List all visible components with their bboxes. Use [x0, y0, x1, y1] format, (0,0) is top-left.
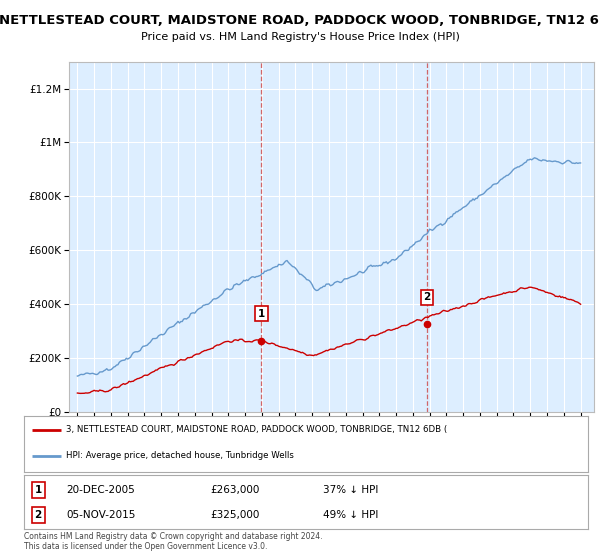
Text: Price paid vs. HM Land Registry's House Price Index (HPI): Price paid vs. HM Land Registry's House … [140, 32, 460, 43]
Text: 2: 2 [34, 510, 42, 520]
Text: Contains HM Land Registry data © Crown copyright and database right 2024.
This d: Contains HM Land Registry data © Crown c… [24, 532, 323, 552]
Text: 3, NETTLESTEAD COURT, MAIDSTONE ROAD, PADDOCK WOOD, TONBRIDGE, TN12 6DB: 3, NETTLESTEAD COURT, MAIDSTONE ROAD, PA… [0, 14, 600, 27]
Text: HPI: Average price, detached house, Tunbridge Wells: HPI: Average price, detached house, Tunb… [66, 451, 294, 460]
Text: 37% ↓ HPI: 37% ↓ HPI [323, 485, 378, 495]
Text: 1: 1 [258, 309, 265, 319]
Text: 49% ↓ HPI: 49% ↓ HPI [323, 510, 378, 520]
Text: £325,000: £325,000 [210, 510, 259, 520]
Text: 2: 2 [424, 292, 431, 302]
Text: £263,000: £263,000 [210, 485, 259, 495]
Text: 1: 1 [34, 485, 42, 495]
Text: 20-DEC-2005: 20-DEC-2005 [66, 485, 135, 495]
Text: 05-NOV-2015: 05-NOV-2015 [66, 510, 136, 520]
Text: 3, NETTLESTEAD COURT, MAIDSTONE ROAD, PADDOCK WOOD, TONBRIDGE, TN12 6DB (: 3, NETTLESTEAD COURT, MAIDSTONE ROAD, PA… [66, 425, 448, 434]
